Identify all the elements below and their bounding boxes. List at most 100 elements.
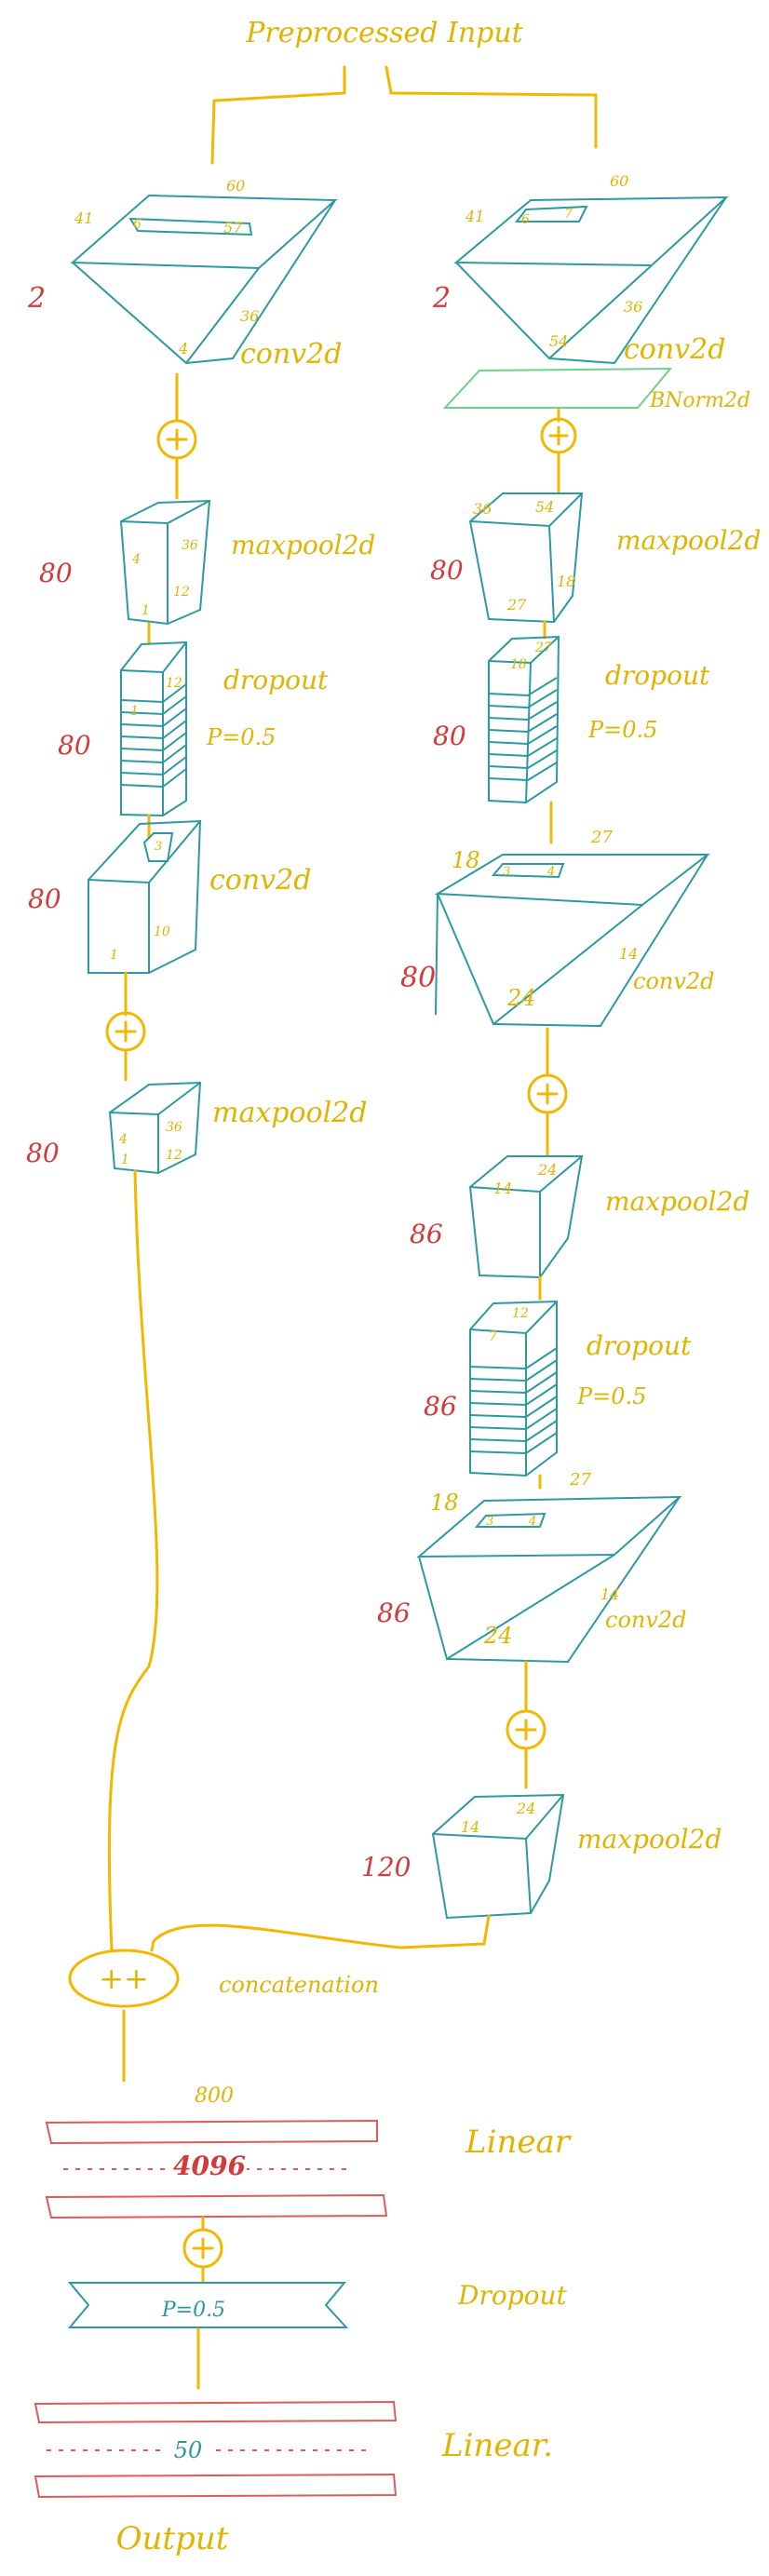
svg-text:27: 27: [506, 596, 527, 614]
svg-text:6: 6: [133, 217, 142, 232]
right-conv1-block: 60 41 6 7 36 54 conv2d 2: [432, 172, 729, 366]
svg-text:7: 7: [564, 207, 573, 222]
right-drop1-label: dropout: [605, 660, 710, 691]
linear2-label: Linear.: [441, 2427, 553, 2464]
right-conv3-channels: 86: [377, 1598, 411, 1628]
svg-text:18: 18: [430, 1490, 459, 1516]
svg-text:1: 1: [142, 603, 150, 618]
left-conv1-label: conv2d: [240, 338, 342, 371]
svg-text:60: 60: [226, 177, 245, 195]
left-conv2-block: 3 10 1 conv2d 80: [28, 819, 311, 974]
left-activation-2: [105, 1011, 146, 1052]
right-bnorm-block: BNorm2d: [442, 367, 750, 412]
right-conv3-block: 18 27 3 4 14 24 conv2d 86: [377, 1470, 687, 1664]
svg-text:36: 36: [166, 1120, 182, 1135]
right-conv1-label: conv2d: [624, 333, 725, 366]
svg-text:4: 4: [118, 1132, 128, 1147]
right-conv2-block: 18 27 3 4 14 24 conv2d 80: [400, 828, 715, 1028]
svg-text:14: 14: [600, 1585, 619, 1603]
right-flow-to-concat: [150, 1914, 491, 1952]
svg-text:12: 12: [173, 585, 190, 600]
left-drop1-param: P=0.5: [206, 724, 276, 750]
svg-text:7: 7: [489, 1329, 497, 1344]
left-drop1-channels: 80: [58, 730, 91, 761]
left-pool1-block: 4 36 12 1 maxpool2d 80: [39, 499, 375, 626]
concat-node: ++ concatenation: [68, 1949, 379, 2008]
left-drop1-block: 1 12 dropout P=0.5 80: [58, 641, 329, 817]
right-pool2-label: maxpool2d: [605, 1186, 749, 1217]
left-pool2-block: 4 36 1 12 maxpool2d 80: [26, 1081, 367, 1175]
final-activation: [182, 2228, 223, 2269]
svg-text:36: 36: [182, 538, 198, 553]
svg-text:6: 6: [521, 212, 530, 227]
svg-text:4: 4: [528, 1515, 536, 1529]
diagram-title: Preprocessed Input: [245, 17, 523, 49]
left-conv2-label: conv2d: [209, 864, 311, 897]
left-pool1-channels: 80: [39, 558, 73, 588]
svg-text:27: 27: [534, 641, 552, 655]
right-activation-2: [527, 1073, 568, 1114]
svg-text:24: 24: [506, 985, 536, 1011]
svg-text:27: 27: [590, 828, 613, 847]
right-pool2-block: 14 24 maxpool2d 86: [410, 1155, 749, 1279]
svg-text:10: 10: [154, 924, 170, 939]
svg-text:14: 14: [619, 945, 638, 963]
output-label: Output: [116, 2520, 229, 2557]
linear2-block: 50 Linear.: [34, 2400, 553, 2499]
left-conv2-channels: 80: [28, 883, 61, 914]
svg-text:3: 3: [486, 1515, 493, 1529]
svg-text:27: 27: [569, 1470, 591, 1490]
svg-text:18: 18: [510, 657, 527, 672]
left-activation-1: [156, 419, 197, 460]
right-drop2-param: P=0.5: [576, 1383, 646, 1409]
right-pool3-block: 14 24 maxpool2d 120: [361, 1793, 722, 1920]
svg-text:12: 12: [166, 1148, 182, 1163]
left-conv1-channels: 2: [27, 282, 46, 315]
dropout-final-block: P=0.5 Dropout: [67, 2280, 568, 2328]
left-conv1-block: 60 41 6 57 36 4 conv2d 2: [27, 177, 342, 371]
svg-text:36: 36: [473, 500, 492, 518]
left-pool1-label: maxpool2d: [231, 530, 375, 560]
svg-text:12: 12: [166, 676, 182, 691]
svg-text:60: 60: [610, 172, 628, 190]
right-pool1-block: 36 54 27 18 maxpool2d 80: [430, 492, 761, 624]
right-pool2-channels: 86: [410, 1219, 443, 1249]
right-bnorm-label: BNorm2d: [649, 389, 750, 412]
svg-text:4: 4: [178, 340, 188, 357]
right-activation-3: [506, 1709, 546, 1750]
svg-text:24: 24: [516, 1800, 535, 1817]
right-drop1-channels: 80: [433, 721, 466, 751]
left-pool2-channels: 80: [26, 1138, 60, 1168]
svg-text:4: 4: [546, 865, 555, 879]
svg-text:1: 1: [110, 948, 118, 963]
linear1-out: 4096: [173, 2151, 246, 2181]
right-conv2-label: conv2d: [633, 968, 715, 994]
left-flow-to-concat: [107, 1169, 159, 1952]
svg-text:12: 12: [512, 1306, 529, 1321]
svg-text:41: 41: [465, 208, 484, 225]
right-drop2-label: dropout: [587, 1330, 692, 1361]
right-drop1-param: P=0.5: [587, 717, 657, 743]
svg-text:1: 1: [130, 704, 139, 719]
flow-to-left: [210, 65, 346, 165]
svg-text:54: 54: [535, 498, 554, 516]
svg-text:++: ++: [99, 1961, 149, 1996]
linear1-in: 800: [195, 2084, 234, 2108]
dropout-final-param: P=0.5: [161, 2299, 225, 2322]
svg-text:4: 4: [131, 552, 141, 567]
left-pool2-label: maxpool2d: [212, 1097, 367, 1129]
svg-text:36: 36: [624, 298, 642, 316]
dropout-final-label: Dropout: [457, 2280, 568, 2311]
svg-text:24: 24: [483, 1623, 513, 1649]
svg-text:18: 18: [557, 573, 575, 590]
right-pool3-channels: 120: [361, 1852, 411, 1882]
right-pool1-channels: 80: [430, 555, 464, 586]
svg-text:3: 3: [155, 840, 162, 854]
right-conv3-label: conv2d: [605, 1607, 687, 1633]
right-drop2-block: 7 12 dropout P=0.5 86: [424, 1300, 692, 1477]
left-drop1-label: dropout: [223, 665, 329, 695]
svg-text:24: 24: [537, 1161, 557, 1179]
svg-text:18: 18: [452, 847, 480, 873]
right-pool1-label: maxpool2d: [616, 525, 761, 556]
